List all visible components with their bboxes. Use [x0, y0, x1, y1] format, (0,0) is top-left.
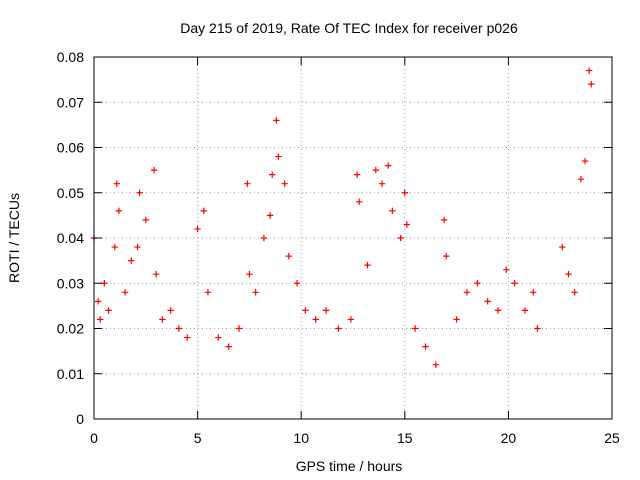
data-point [244, 180, 251, 187]
x-tick-label: 25 [604, 430, 620, 446]
data-point [293, 280, 301, 287]
data-point [111, 243, 118, 251]
data-point [581, 157, 589, 165]
data-points [90, 67, 595, 368]
data-point [364, 261, 371, 269]
data-point [252, 289, 259, 296]
data-point [150, 166, 158, 174]
data-point [559, 243, 566, 251]
data-point [113, 180, 120, 187]
data-point [194, 225, 201, 233]
y-tick-label: 0 [76, 411, 84, 427]
data-point [443, 252, 450, 260]
data-point [353, 171, 361, 178]
data-point [302, 307, 309, 314]
data-point [115, 207, 123, 215]
data-point [175, 325, 183, 332]
y-tick-label: 0.07 [57, 94, 84, 110]
data-point [484, 298, 491, 305]
data-point [128, 257, 135, 264]
data-point [121, 289, 129, 296]
data-point [389, 207, 396, 215]
data-point [565, 271, 572, 278]
data-point [225, 343, 232, 350]
data-point [101, 280, 108, 287]
data-point [372, 166, 379, 174]
y-tick-label: 0.03 [57, 275, 84, 291]
x-tick-label: 10 [293, 430, 309, 446]
data-point [94, 298, 102, 305]
data-point [260, 234, 268, 242]
data-point [378, 180, 386, 187]
data-point [463, 289, 471, 296]
data-point [215, 334, 222, 341]
y-tick-label: 0.02 [57, 321, 84, 337]
x-tick-label: 5 [194, 430, 202, 446]
data-point [397, 234, 404, 242]
y-tick-label: 0.08 [57, 49, 84, 65]
data-point [235, 325, 243, 332]
data-point [142, 216, 149, 224]
grid [94, 57, 612, 419]
data-point [275, 153, 282, 160]
data-point [322, 307, 330, 314]
data-point [494, 307, 502, 314]
data-point [534, 325, 541, 332]
data-point [530, 289, 537, 296]
data-point [152, 271, 160, 278]
data-point [474, 280, 481, 287]
data-point [577, 175, 585, 183]
x-axis-label: GPS time / hours [296, 458, 403, 474]
data-point [422, 343, 429, 350]
data-point [97, 316, 104, 323]
data-point [511, 280, 518, 287]
data-point [184, 334, 191, 341]
data-point [411, 325, 419, 332]
axis-ticks: 0 5 10 15 20 25 0 0.01 0.02 0.03 0.04 0.05 0.06 0.07 0… [57, 49, 620, 446]
x-tick-label: 15 [397, 430, 413, 446]
data-point [312, 316, 319, 323]
x-tick-label: 20 [501, 430, 517, 446]
data-point [356, 198, 363, 205]
data-point [204, 289, 212, 296]
data-point [401, 189, 408, 196]
data-point [266, 212, 274, 219]
data-point [453, 316, 460, 323]
data-point [281, 180, 288, 187]
data-point [385, 162, 392, 169]
data-point [268, 171, 276, 178]
data-point [503, 266, 510, 273]
data-point [586, 67, 593, 74]
data-point [134, 243, 141, 251]
data-point [440, 216, 448, 224]
data-point [136, 189, 143, 196]
data-point [105, 307, 112, 314]
x-tick-label: 0 [90, 430, 98, 446]
data-point [167, 307, 174, 314]
data-point [347, 316, 355, 323]
data-point [273, 117, 280, 124]
data-point [159, 316, 166, 323]
data-point [285, 252, 292, 260]
data-point [335, 325, 342, 332]
data-point [246, 271, 253, 278]
data-point [521, 307, 529, 314]
data-point [571, 289, 578, 296]
data-point [200, 207, 208, 215]
data-point [588, 80, 595, 88]
chart-title: Day 215 of 2019, Rate Of TEC Index for r… [180, 20, 518, 36]
y-axis-label: ROTI / TECUs [6, 193, 22, 283]
data-point [432, 361, 440, 368]
y-tick-label: 0.01 [57, 366, 84, 382]
y-tick-label: 0.05 [57, 185, 84, 201]
y-tick-label: 0.06 [57, 140, 84, 156]
y-tick-label: 0.04 [57, 230, 84, 246]
data-point [403, 221, 411, 228]
